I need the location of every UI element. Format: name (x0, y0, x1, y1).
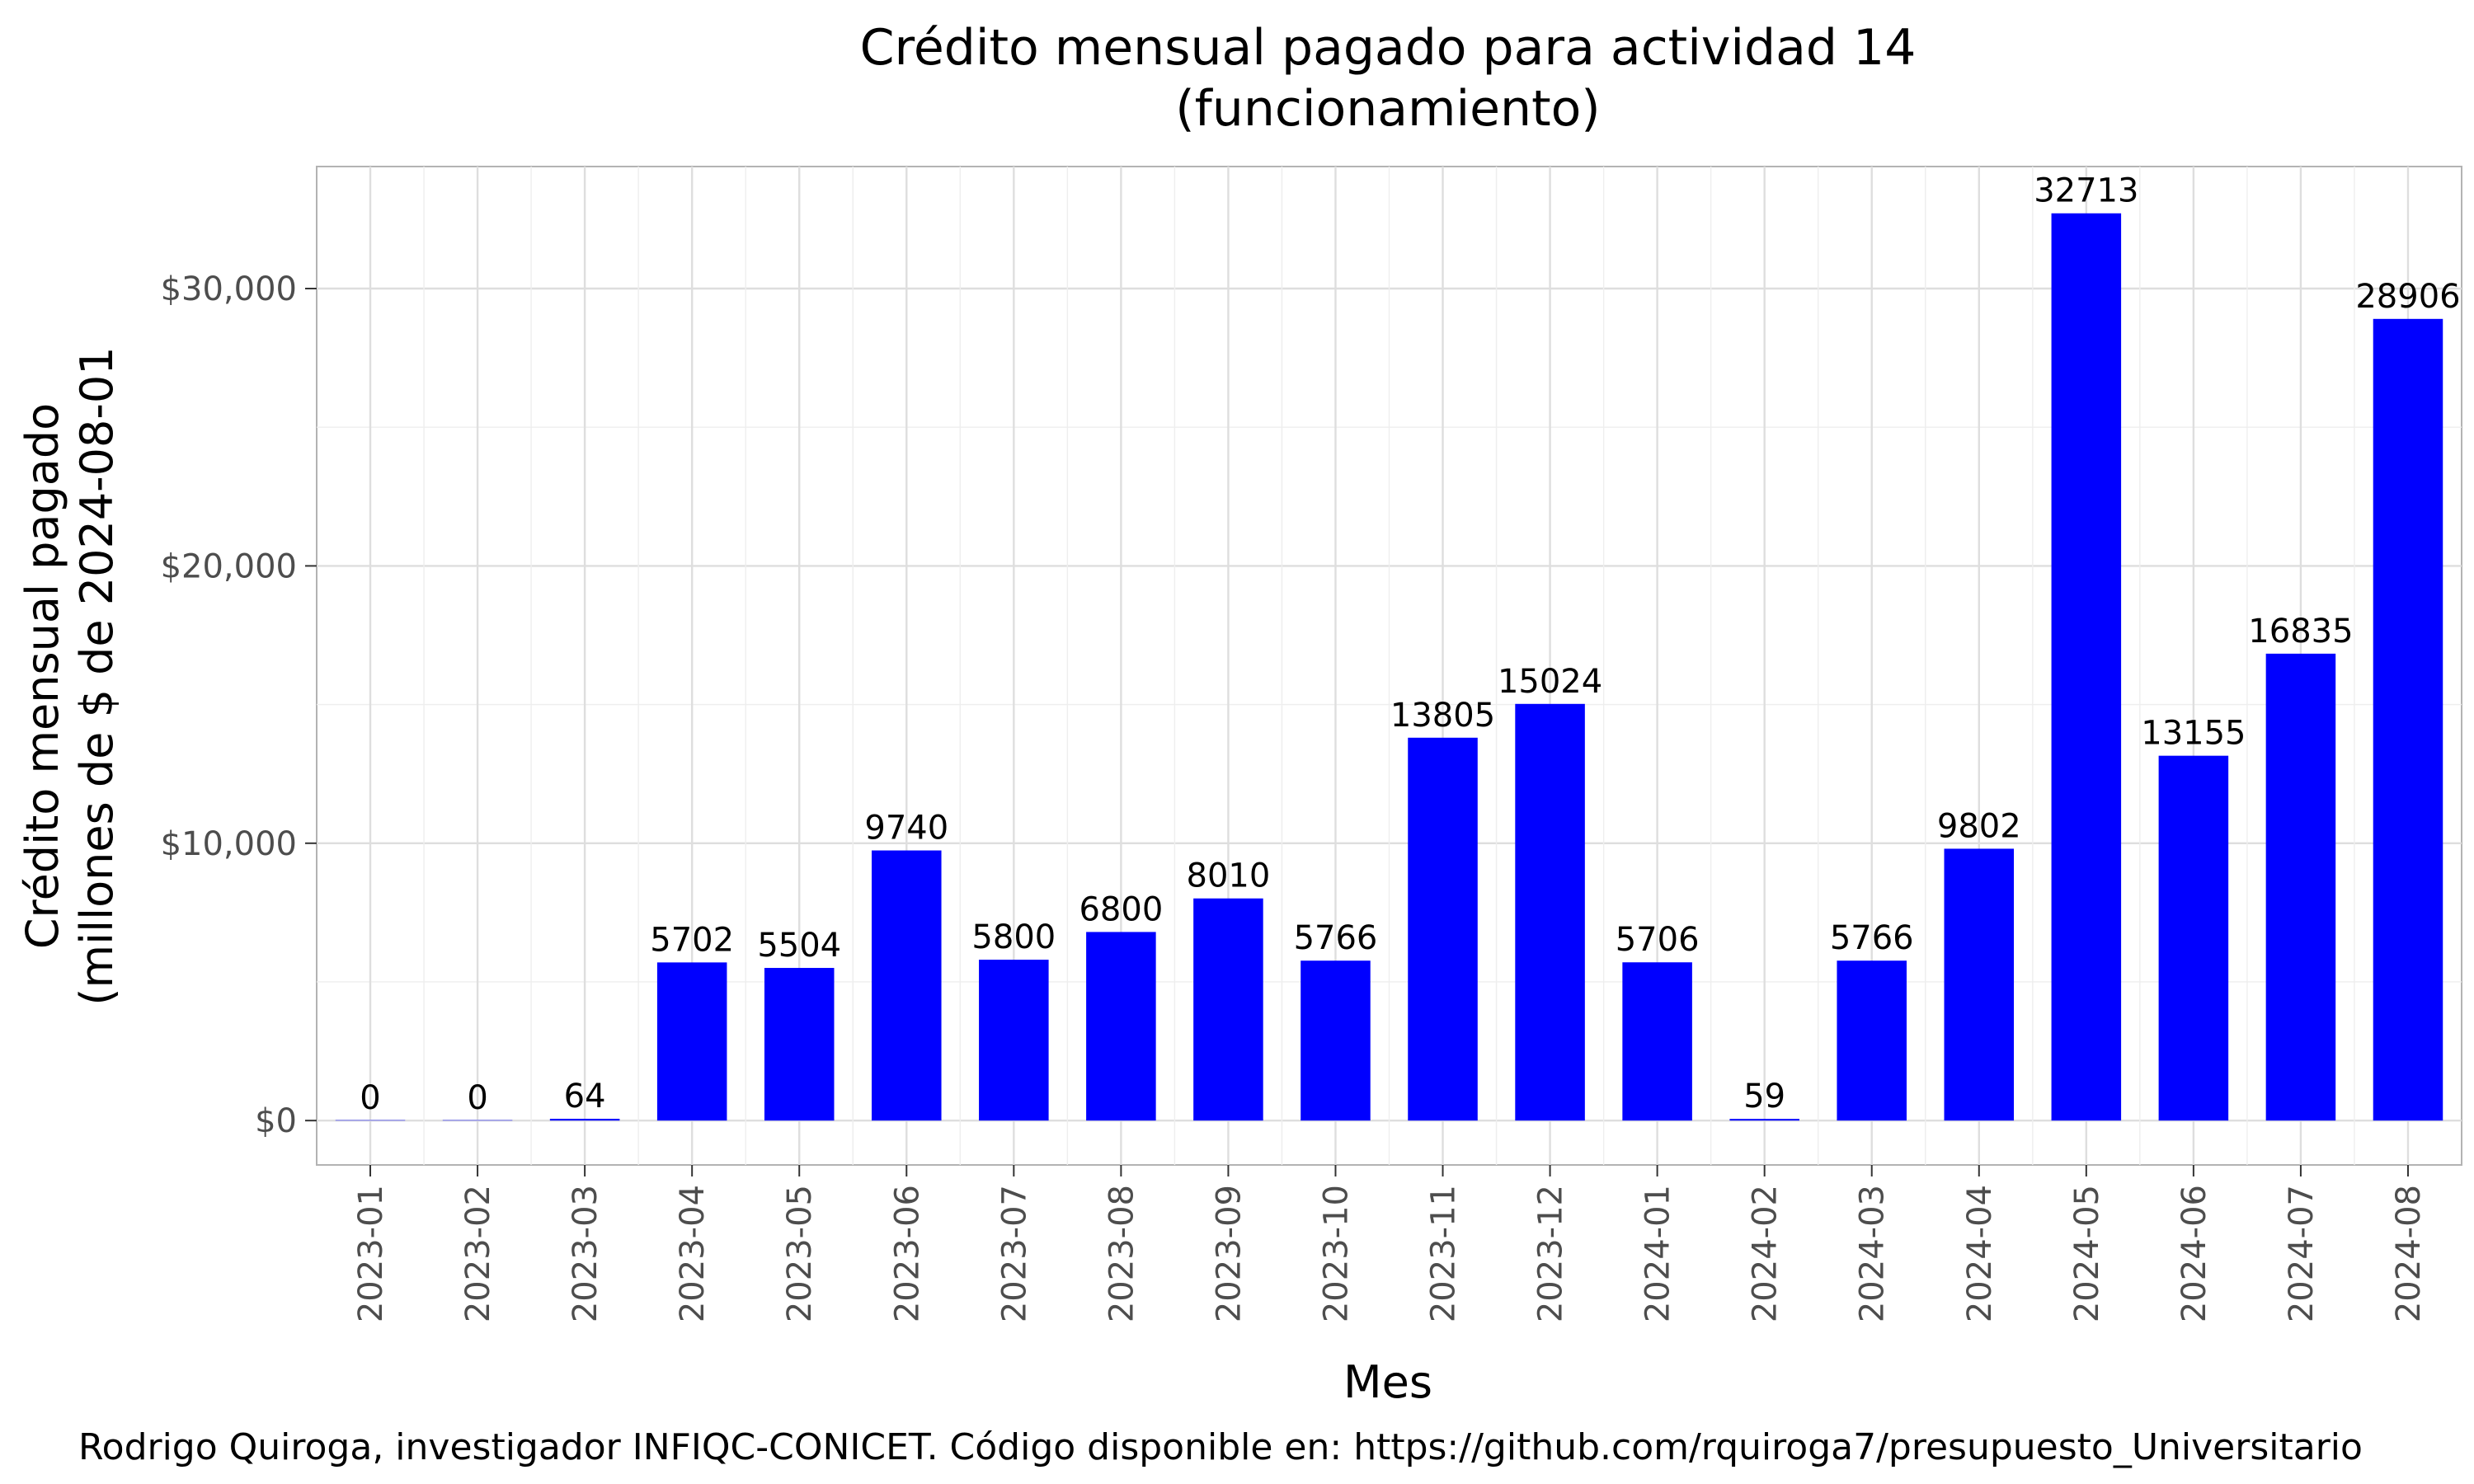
data-label-2023-10: 5766 (1294, 919, 1378, 957)
bars (335, 213, 2443, 1121)
bar-2024-05 (2051, 213, 2122, 1121)
x-tick-label: 2024-01 (1639, 1185, 1677, 1322)
x-tick-label: 2024-06 (2175, 1185, 2213, 1322)
y-axis: $0 $10,000 $20,000 $30,000 (161, 270, 317, 1140)
bar-2023-05 (764, 968, 835, 1121)
x-tick-label: 2024-03 (1854, 1185, 1892, 1322)
x-tick-label: 2023-02 (459, 1185, 497, 1322)
bar-2023-04 (656, 962, 727, 1121)
data-label-2023-04: 5702 (650, 921, 734, 959)
x-tick-label: 2023-10 (1317, 1185, 1355, 1322)
data-label-2024-01: 5706 (1616, 921, 1700, 959)
data-label-2023-02: 0 (467, 1079, 487, 1117)
x-tick-label: 2023-03 (567, 1185, 604, 1322)
bar-2024-02 (1729, 1119, 1799, 1121)
bar-2023-11 (1408, 737, 1478, 1121)
y-tick-label: $20,000 (161, 547, 297, 585)
bar-2023-09 (1193, 898, 1263, 1121)
bar-2023-08 (1086, 932, 1156, 1121)
x-tick-label: 2023-06 (888, 1185, 926, 1322)
bar-2023-03 (549, 1119, 620, 1121)
data-label-2023-01: 0 (360, 1079, 380, 1117)
x-tick-label: 2024-02 (1747, 1185, 1785, 1322)
data-label-2024-07: 16835 (2248, 613, 2353, 650)
bar-2024-06 (2158, 755, 2229, 1121)
x-tick-label: 2023-04 (674, 1185, 712, 1322)
data-label-2023-07: 5800 (971, 918, 1056, 956)
bar-2024-07 (2265, 653, 2336, 1121)
y-tick-label: $10,000 (161, 825, 297, 863)
bar-2023-01 (335, 1120, 406, 1121)
x-tick-label: 2023-09 (1210, 1185, 1248, 1322)
bar-2024-08 (2373, 318, 2443, 1121)
x-tick-label: 2023-01 (352, 1185, 390, 1322)
data-label-2023-05: 5504 (757, 927, 841, 965)
grid-lines (317, 167, 2462, 1165)
data-label-2024-06: 13155 (2141, 715, 2246, 753)
data-label-2023-09: 8010 (1187, 857, 1271, 895)
y-tick-label: $30,000 (161, 270, 297, 308)
y-axis-title-line-2: (millones de $ de 2024-08-01 (71, 346, 123, 1005)
bar-2024-01 (1622, 962, 1692, 1121)
bar-2023-06 (872, 850, 942, 1121)
x-tick-label: 2023-05 (781, 1185, 819, 1322)
x-tick-label: 2023-11 (1425, 1185, 1463, 1322)
x-tick-label: 2024-05 (2068, 1185, 2106, 1322)
data-label-2024-08: 28906 (2355, 278, 2460, 316)
chart-caption: Rodrigo Quiroga, investigador INFIQC-CON… (78, 1426, 2363, 1468)
x-tick-label: 2023-12 (1532, 1185, 1570, 1322)
data-label-2024-02: 59 (1743, 1078, 1785, 1115)
bar-2024-03 (1837, 960, 1907, 1121)
x-axis-title: Mes (1343, 1356, 1432, 1408)
data-label-2024-05: 32713 (2034, 172, 2138, 210)
x-tick-label: 2023-07 (995, 1185, 1033, 1322)
x-tick-label: 2023-08 (1103, 1185, 1141, 1322)
bar-2023-12 (1515, 703, 1585, 1121)
bar-2023-07 (979, 960, 1049, 1121)
bar-2023-02 (442, 1120, 513, 1121)
data-label-2023-06: 9740 (864, 810, 948, 848)
data-label-2024-03: 5766 (1830, 919, 1914, 957)
data-label-2023-11: 13805 (1390, 697, 1495, 735)
data-label-2023-03: 64 (564, 1078, 606, 1115)
y-tick-label: $0 (255, 1102, 297, 1140)
bar-2023-10 (1300, 960, 1371, 1121)
x-tick-label: 2024-04 (1961, 1185, 1999, 1322)
chart-subtitle: (funcionamiento) (1175, 80, 1600, 138)
x-axis: 2023-01 2023-02 2023-03 2023-04 2023-05 2023-… (352, 1165, 2428, 1322)
y-axis-title: Crédito mensual pagado (millones de $ de… (16, 346, 123, 1005)
data-labels: 0 0 64 5702 5504 9740 5800 6800 8010 5766 13805150… (360, 172, 2460, 1117)
data-label-2023-12: 15024 (1498, 663, 1602, 701)
x-tick-label: 2024-08 (2390, 1185, 2428, 1322)
data-label-2024-04: 9802 (1937, 807, 2021, 845)
data-label-2023-08: 6800 (1079, 890, 1163, 928)
chart-title: Crédito mensual pagado para actividad 14 (860, 19, 1917, 77)
x-tick-label: 2024-07 (2283, 1185, 2321, 1322)
bar-2024-04 (1944, 848, 2015, 1121)
y-axis-title-line-1: Crédito mensual pagado (16, 403, 68, 949)
